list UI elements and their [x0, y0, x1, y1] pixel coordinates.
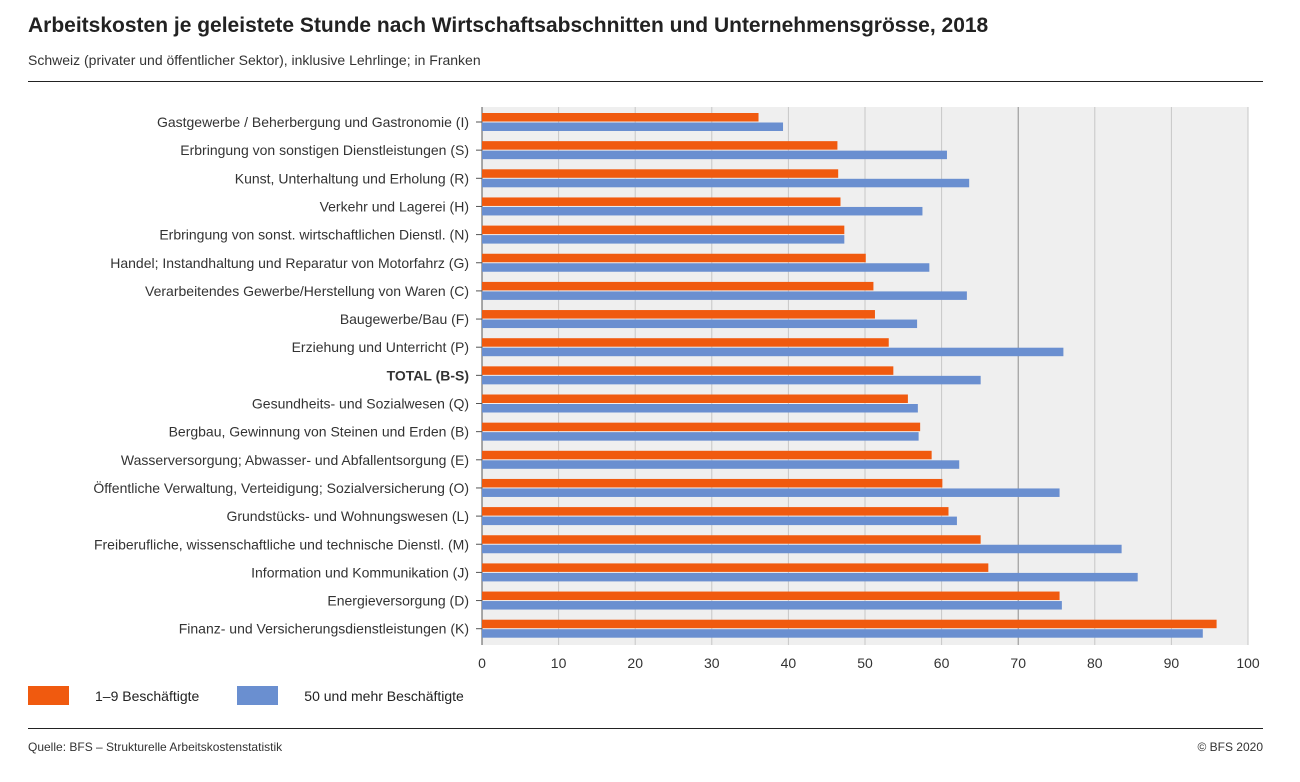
legend-label-large: 50 und mehr Beschäftigte — [304, 687, 464, 704]
legend-item-small: 1–9 Beschäftigte — [28, 686, 199, 705]
bar-small-companies — [482, 394, 908, 403]
category-label: Handel; Instandhaltung und Reparatur von… — [110, 255, 469, 271]
legend-swatch-large — [237, 686, 279, 705]
category-label: Bergbau, Gewinnung von Steinen und Erden… — [169, 424, 469, 440]
legend: 1–9 Beschäftigte 50 und mehr Beschäftigt… — [28, 686, 502, 705]
copyright-note: © BFS 2020 — [1197, 740, 1263, 754]
category-label: Wasserversorgung; Abwasser- und Abfallen… — [121, 452, 469, 468]
bar-small-companies — [482, 197, 841, 206]
bar-small-companies — [482, 225, 845, 235]
bar-chart: 0 10 20 30 40 50 60 70 80 90 100 Gastgewerbe / Behe… — [93, 107, 1260, 671]
bar-small-companies — [482, 563, 989, 572]
category-label: Freiberufliche, wissenschaftliche und te… — [94, 536, 469, 552]
bar-small-companies — [482, 507, 949, 516]
category-label: Erziehung und Unterricht (P) — [292, 339, 469, 355]
category-label: Erbringung von sonst. wirtschaftlichen D… — [159, 227, 469, 243]
bar-large-companies — [482, 347, 1064, 357]
bar-small-companies — [482, 281, 874, 291]
bar-large-companies — [482, 235, 845, 244]
bar-large-companies — [482, 432, 919, 441]
category-label: Erbringung von sonstigen Dienstleistunge… — [180, 142, 469, 158]
category-label: TOTAL (B-S) — [387, 367, 469, 383]
plot-area: 0 10 20 30 40 50 60 70 80 90 100 Gastgewerbe / Behe… — [93, 107, 1260, 671]
category-label: Energieversorgung (D) — [327, 593, 469, 609]
legend-item-large: 50 und mehr Beschäftigte — [237, 686, 464, 705]
category-label: Gesundheits- und Sozialwesen (Q) — [252, 396, 469, 412]
category-label: Kunst, Unterhaltung und Erholung (R) — [235, 170, 469, 186]
bar-small-companies — [482, 422, 921, 432]
bar-large-companies — [482, 404, 918, 413]
x-tick-label: 100 — [1236, 655, 1260, 671]
category-label: Öffentliche Verwaltung, Verteidigung; So… — [93, 479, 469, 496]
x-tick-label: 60 — [934, 655, 950, 671]
category-label: Information und Kommunikation (J) — [251, 564, 469, 580]
chart-subtitle: Schweiz (privater und öffentlicher Sekto… — [28, 52, 481, 68]
chart-title: Arbeitskosten je geleistete Stunde nach … — [28, 14, 989, 37]
x-tick-label: 70 — [1010, 655, 1026, 671]
bar-large-companies — [482, 488, 1060, 497]
bar-small-companies — [482, 113, 759, 122]
bar-small-companies — [482, 591, 1060, 601]
x-tick-label: 90 — [1164, 655, 1180, 671]
legend-label-small: 1–9 Beschäftigte — [95, 687, 200, 704]
x-tick-label: 0 — [478, 655, 486, 671]
bar-small-companies — [482, 450, 932, 460]
bar-large-companies — [482, 601, 1062, 610]
category-label: Baugewerbe/Bau (F) — [340, 311, 469, 327]
bar-small-companies — [482, 619, 1217, 629]
bar-large-companies — [482, 291, 967, 300]
bar-small-companies — [482, 253, 866, 263]
category-label: Verarbeitendes Gewerbe/Herstellung von W… — [145, 283, 469, 299]
bar-large-companies — [482, 516, 957, 526]
bar-large-companies — [482, 544, 1122, 554]
bar-small-companies — [482, 141, 838, 150]
legend-swatch-small — [28, 686, 69, 705]
source-note: Quelle: BFS – Strukturelle Arbeitskosten… — [28, 740, 283, 754]
category-label: Verkehr und Lagerei (H) — [320, 198, 469, 214]
bar-small-companies — [482, 169, 839, 178]
category-label: Finanz- und Versicherungsdienstleistunge… — [179, 621, 469, 637]
bar-small-companies — [482, 535, 981, 544]
bar-large-companies — [482, 263, 930, 272]
bar-large-companies — [482, 150, 947, 160]
x-tick-label: 40 — [781, 655, 797, 671]
category-label: Grundstücks- und Wohnungswesen (L) — [226, 508, 469, 524]
x-tick-label: 80 — [1087, 655, 1103, 671]
x-tick-label: 10 — [551, 655, 567, 671]
bar-large-companies — [482, 319, 918, 329]
bar-large-companies — [482, 629, 1203, 638]
bar-small-companies — [482, 478, 943, 488]
bar-small-companies — [482, 366, 894, 375]
top-divider — [28, 81, 1263, 82]
bar-large-companies — [482, 375, 981, 385]
bar-large-companies — [482, 206, 923, 216]
category-label: Gastgewerbe / Beherbergung und Gastronom… — [157, 114, 469, 130]
bar-large-companies — [482, 178, 970, 188]
x-tick-label: 30 — [704, 655, 720, 671]
bottom-divider — [28, 728, 1263, 729]
bar-large-companies — [482, 122, 784, 131]
bar-small-companies — [482, 310, 875, 319]
x-tick-label: 20 — [627, 655, 643, 671]
bar-small-companies — [482, 338, 889, 347]
x-tick-label: 50 — [857, 655, 873, 671]
bar-large-companies — [482, 460, 960, 469]
bar-large-companies — [482, 572, 1138, 582]
